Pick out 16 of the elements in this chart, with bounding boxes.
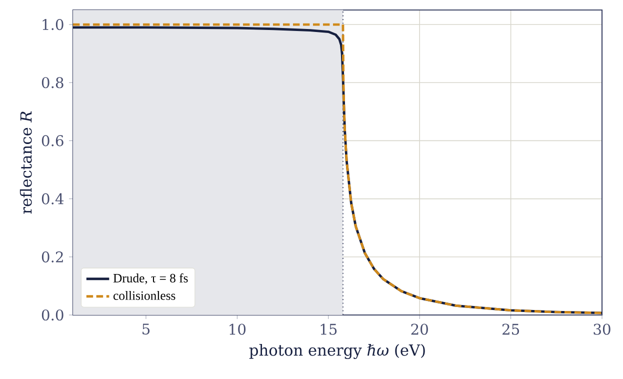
y-tick-label: 0.2 [42,251,63,262]
x-tick-label: 20 [411,324,428,335]
x-tick-label: 30 [594,324,610,335]
y-axis-title: reflectance R [20,111,32,214]
x-tick-label: 10 [230,324,246,335]
y-tick-label: 0.6 [42,135,64,146]
y-tick-label: 1.0 [42,18,64,30]
x-tick-label: 5 [142,324,150,335]
y-tick-label: 0.4 [42,193,64,204]
y-tick-label: 0.0 [42,309,64,321]
x-axis-title: photon energy ℏω (eV) [249,344,425,360]
x-tick-label: 15 [320,324,337,335]
y-tick-label: 0.8 [42,77,64,88]
legend-label: Drude, τ = 8 fs [113,273,188,284]
x-tick-label: 25 [502,324,519,335]
legend-label: collisionless [114,290,176,300]
